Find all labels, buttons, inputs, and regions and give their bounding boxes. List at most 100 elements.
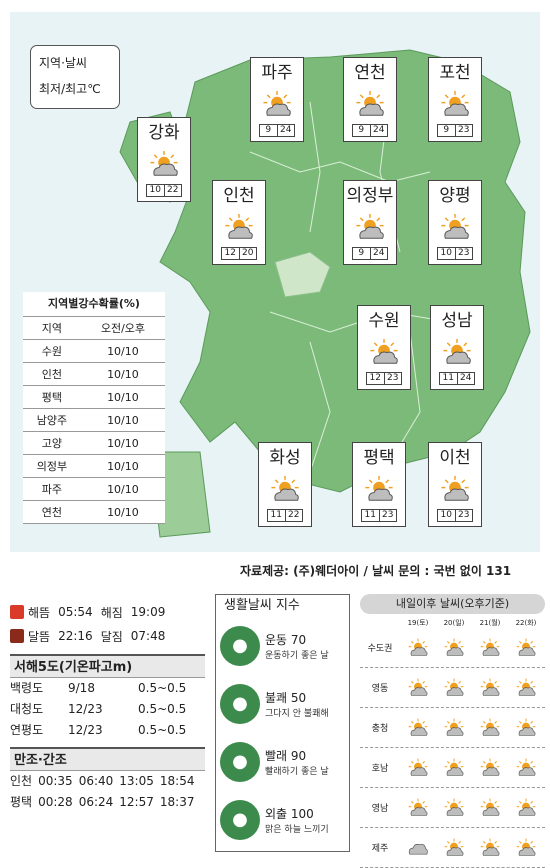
city-temps: 10 22 (146, 184, 182, 197)
legend-temp: 최저/최고℃ (39, 82, 101, 96)
city-min: 12 (369, 373, 381, 383)
partly-cloudy-icon (148, 150, 180, 178)
forecast-region: 수도권 (367, 644, 393, 654)
rain-row: 고양 10/10 (23, 431, 165, 455)
map-legend: 지역·날씨 최저/최고℃ (30, 45, 120, 109)
life-desc: 맑은 하늘 느끼기 (265, 825, 329, 835)
forecast-day: 21(월) (479, 619, 501, 627)
city-min: 9 (443, 125, 450, 135)
forecast-region: 제주 (371, 844, 389, 854)
tide-cell: 00:28 (38, 795, 73, 809)
life-label: 외출 100 (265, 807, 314, 821)
wave-height: 0.5~0.5 (138, 681, 187, 695)
wave-row: 백령도 9/18 0.5~0.5 (10, 678, 205, 699)
city-temps: 9 24 (352, 124, 388, 137)
rain-value: 10/10 (80, 362, 165, 386)
rain-value: 10/10 (80, 500, 165, 524)
wave-temp: 9/18 (68, 681, 95, 695)
tide-row: 평택 00:28 06:24 12:57 18:37 (10, 792, 205, 813)
city-name: 포천 (439, 63, 471, 83)
partly-cloudy-icon (439, 90, 471, 118)
city-temps: 11 24 (439, 372, 475, 385)
wave-height: 0.5~0.5 (138, 723, 187, 737)
partly-cloudy-icon (472, 718, 508, 737)
sun-moon-panel: 해뜸 05:54 해짐 19:09 달뜸 22:16 달짐 07:48 서해5도… (10, 600, 205, 813)
rain-value: 10/10 (80, 454, 165, 478)
city-temps: 10 23 (437, 247, 473, 260)
forecast-row: 영동 (360, 668, 545, 708)
city-temps: 11 23 (361, 509, 397, 522)
partly-cloudy-icon (508, 758, 544, 777)
life-index-icon: ● (220, 800, 260, 840)
life-index-row: ● 불쾌 50 그다지 안 불쾌해 (216, 675, 349, 733)
life-index-row: ● 빨래 90 빨래하기 좋은 날 (216, 733, 349, 791)
rain-region: 연천 (23, 500, 81, 524)
wave-island: 연평도 (10, 723, 44, 737)
city-min: 11 (364, 510, 376, 520)
rain-region: 파주 (23, 477, 81, 501)
partly-cloudy-icon (368, 338, 400, 366)
life-index-icon: ● (220, 626, 260, 666)
city-max: 23 (378, 510, 397, 521)
partly-cloudy-icon (400, 758, 436, 777)
rain-row: 연천 10/10 (23, 500, 165, 524)
partly-cloudy-icon (354, 213, 386, 241)
forecast-title: 내일이후 날씨(오후기준) (360, 594, 545, 614)
partly-cloudy-icon (363, 475, 395, 503)
rain-title: 지역별강수확률(%) (48, 297, 140, 310)
partly-cloudy-icon (508, 678, 544, 697)
city-name: 의정부 (346, 186, 394, 206)
city-min: 9 (265, 125, 272, 135)
partly-cloudy-icon (436, 798, 472, 817)
rain-value: 10/10 (80, 385, 165, 409)
city-min: 11 (270, 510, 282, 520)
city-max: 23 (454, 510, 473, 521)
partly-cloudy-icon (472, 838, 508, 857)
city-card: 파주 9 24 (250, 57, 304, 142)
forecast-region: 영동 (371, 684, 389, 694)
tide-rows: 인천 00:35 06:40 13:05 18:54 평택 00:28 06:24 12:57 1… (10, 771, 205, 813)
forecast-row: 제주 (360, 828, 545, 868)
city-min: 9 (358, 248, 365, 258)
city-max: 23 (454, 248, 473, 259)
rain-value: 10/10 (80, 431, 165, 455)
forecast-day: 19(토) (407, 619, 429, 627)
city-card: 강화 10 22 (137, 117, 191, 202)
partly-cloudy-icon (400, 638, 436, 657)
city-card: 연천 9 24 (343, 57, 397, 142)
wave-row: 연평도 12/23 0.5~0.5 (10, 720, 205, 741)
city-card: 이천 10 23 (428, 442, 482, 527)
life-label: 불쾌 50 (265, 691, 307, 705)
rain-value: 10/10 (80, 339, 165, 363)
city-temps: 10 23 (437, 509, 473, 522)
forecast-row: 충청 (360, 708, 545, 748)
city-max: 20 (238, 248, 257, 259)
partly-cloudy-icon (439, 475, 471, 503)
wave-island: 대청도 (10, 702, 44, 716)
forecast-region: 영남 (371, 804, 389, 814)
life-index-row: ● 외출 100 맑은 하늘 느끼기 (216, 791, 349, 849)
rain-header-region: 지역 (23, 316, 81, 340)
city-card: 화성 11 22 (258, 442, 312, 527)
partly-cloudy-icon (472, 758, 508, 777)
sunset-time: 19:09 (130, 605, 166, 619)
rain-header-ampm: 오전/오후 (80, 316, 165, 340)
forecast-day: 20(일) (443, 619, 465, 627)
life-desc: 운동하기 좋은 날 (265, 651, 329, 661)
sun-row: 해뜸 05:54 해짐 19:09 (10, 600, 205, 624)
partly-cloudy-icon (472, 638, 508, 657)
forecast-region: 호남 (371, 764, 389, 774)
city-name: 평택 (363, 448, 395, 468)
city-card: 수원 12 23 (357, 305, 411, 390)
moon-icon (10, 629, 24, 643)
partly-cloudy-icon (354, 90, 386, 118)
city-temps: 9 24 (352, 247, 388, 260)
wave-height: 0.5~0.5 (138, 702, 187, 716)
city-max: 24 (456, 373, 475, 384)
city-card: 포천 9 23 (428, 57, 482, 142)
forecast-day: 22(화) (515, 619, 537, 627)
city-min: 10 (440, 510, 452, 520)
sunrise-time: 05:54 (58, 605, 93, 619)
moon-row: 달뜸 22:16 달짐 07:48 (10, 624, 205, 648)
